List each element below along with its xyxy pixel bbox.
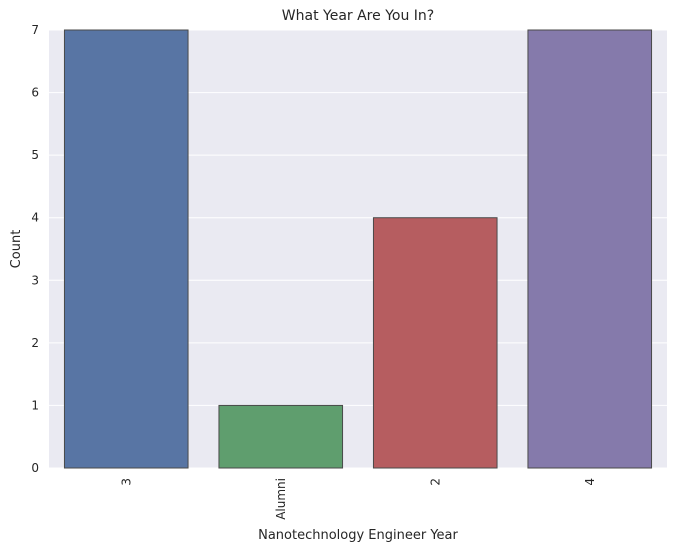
y-tick-label: 7: [31, 23, 39, 37]
x-tick-label: Alumni: [274, 478, 288, 520]
y-tick-label: 6: [31, 86, 39, 100]
bar-alumni: [218, 404, 344, 469]
y-tick-label: 1: [31, 398, 39, 412]
x-tick-label: 4: [583, 478, 597, 486]
bar-3: [63, 29, 189, 469]
bars: [63, 29, 653, 469]
bar-2: [372, 217, 498, 469]
y-tick-labels: 0 1 2 3 4 5 6 7: [31, 23, 39, 475]
x-tick-labels: 3 Alumni 2 4: [119, 478, 597, 520]
chart-title: What Year Are You In?: [282, 8, 434, 24]
x-tick-label: 2: [428, 478, 442, 486]
y-tick-label: 2: [31, 336, 39, 350]
y-tick-label: 0: [31, 461, 39, 475]
y-tick-label: 5: [31, 148, 39, 162]
x-axis-label: Nanotechnology Engineer Year: [258, 528, 458, 543]
bar-4: [527, 29, 653, 469]
y-tick-label: 3: [31, 273, 39, 287]
y-tick-label: 4: [31, 211, 39, 225]
y-axis-label: Count: [9, 230, 24, 269]
x-tick-label: 3: [119, 478, 133, 486]
